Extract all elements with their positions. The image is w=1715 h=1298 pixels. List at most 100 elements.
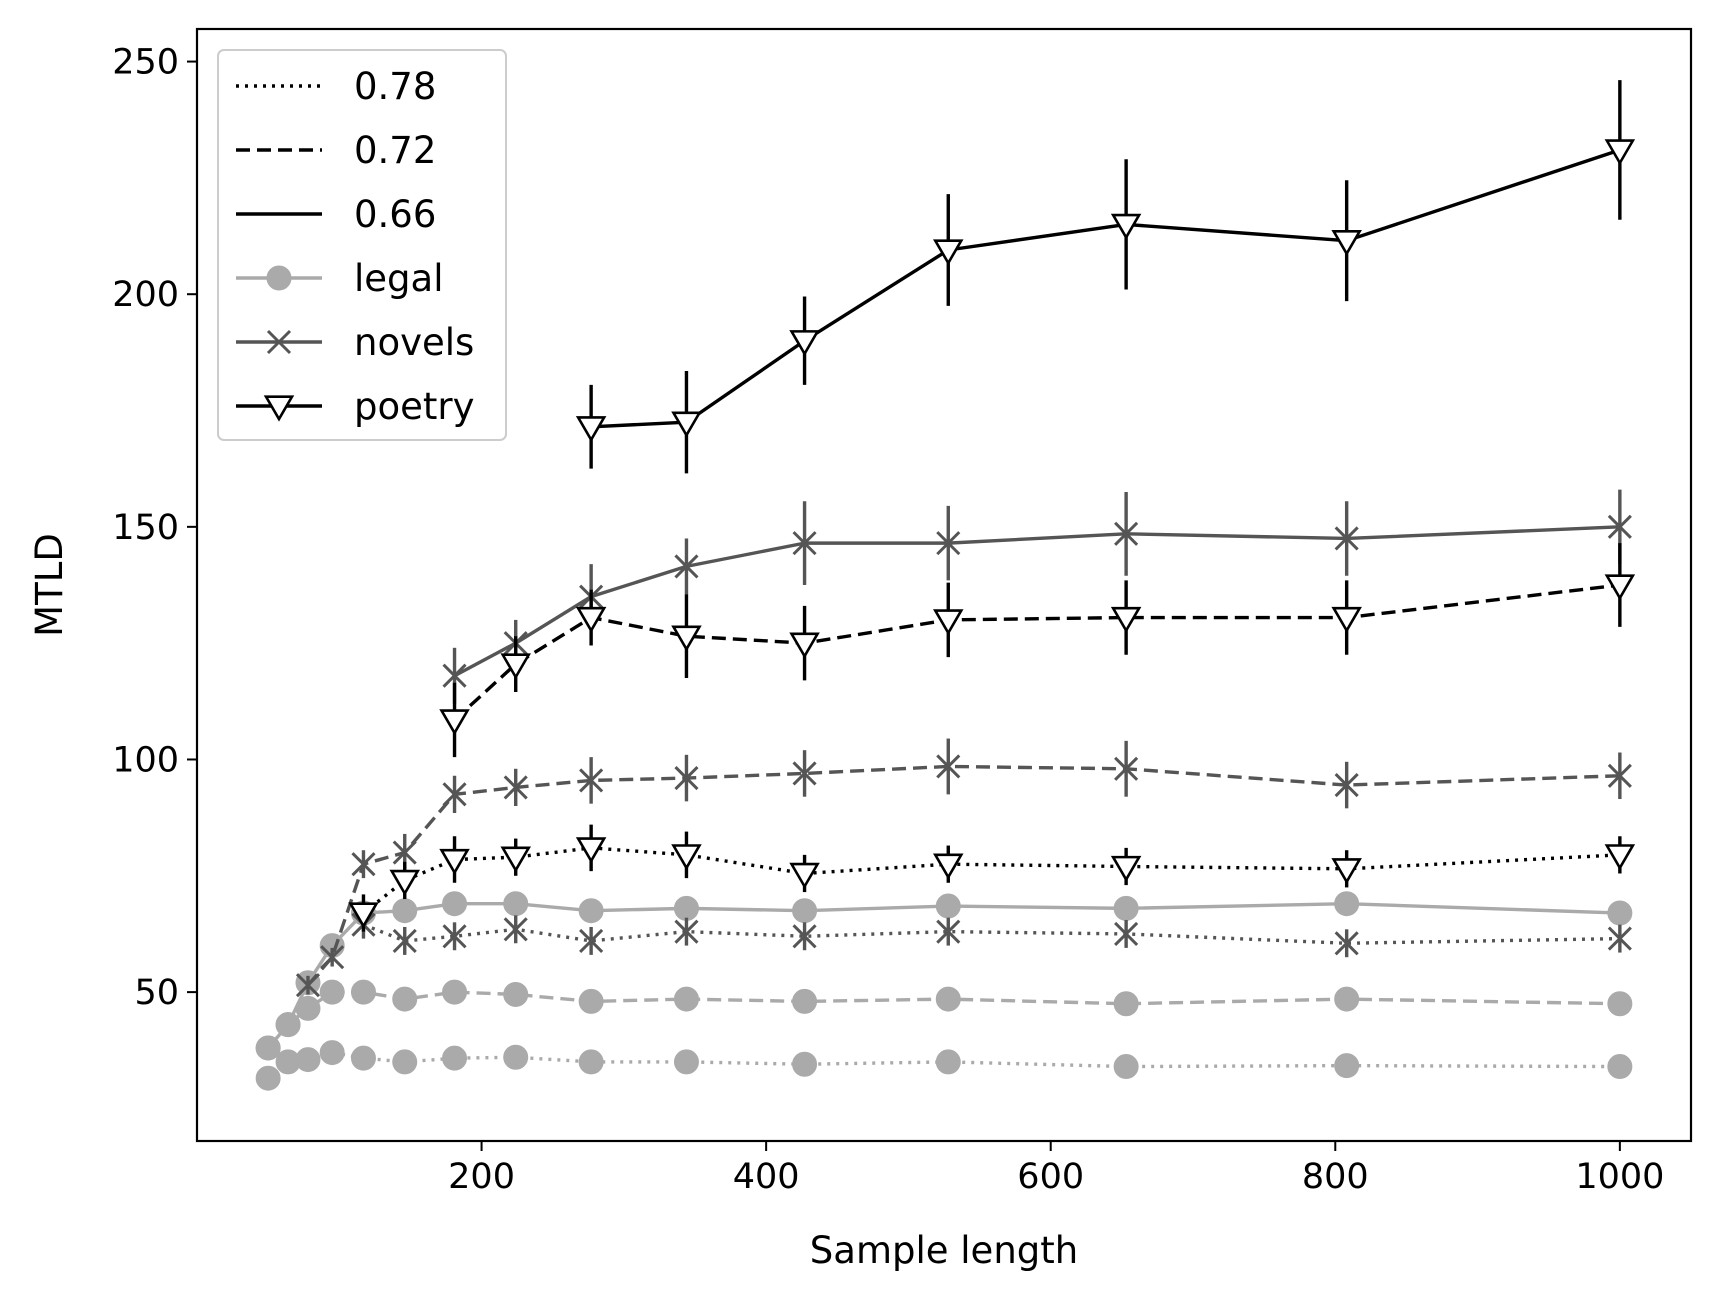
data-point: [575, 837, 607, 864]
data-point: [503, 1044, 529, 1070]
data-point: [674, 766, 699, 791]
data-point: [320, 945, 345, 970]
data-point: [392, 928, 417, 953]
x-axis: 200 400 600 800 1000: [448, 1141, 1664, 1197]
data-point: [674, 554, 699, 579]
data-point: [295, 973, 321, 998]
data-point: [503, 981, 529, 1007]
data-point: [933, 239, 964, 266]
y-axis: 50 100 150 200 250: [112, 43, 197, 1013]
data-point: [789, 632, 820, 659]
data-point: [1334, 986, 1360, 1012]
legend-entry: novels: [236, 321, 474, 364]
data-point: [936, 919, 961, 944]
x-tick-label: 200: [448, 1157, 515, 1197]
data-point: [392, 986, 418, 1012]
x-tick-label: 800: [1302, 1157, 1369, 1197]
data-point: [255, 1065, 281, 1091]
legend: 0.78 0.72 0.66 legal novels poetry: [217, 49, 507, 441]
legend-label: legal: [354, 257, 443, 300]
data-point: [1607, 991, 1633, 1017]
data-point: [933, 853, 964, 880]
x-tick-label: 600: [1017, 1157, 1084, 1197]
data-point: [439, 709, 470, 736]
data-point: [442, 924, 467, 949]
data-point: [1331, 230, 1362, 257]
data-point: [263, 395, 295, 422]
data-point: [935, 986, 961, 1012]
data-point: [578, 1049, 604, 1075]
data-point: [503, 775, 528, 800]
data-point: [266, 265, 292, 291]
data-point: [439, 848, 470, 876]
data-point: [792, 761, 817, 786]
data-point: [935, 1049, 961, 1075]
legend-entry: 0.72: [236, 129, 436, 172]
data-point: [295, 1047, 321, 1073]
series-poetry-0.78: [348, 824, 1636, 932]
data-point: [1334, 891, 1360, 917]
data-point: [442, 979, 468, 1005]
data-point: [442, 1045, 468, 1071]
x-tick-label: 400: [733, 1157, 800, 1197]
data-point: [575, 416, 607, 443]
data-point: [936, 531, 961, 556]
data-point: [579, 768, 604, 793]
data-point: [351, 852, 376, 877]
data-point: [1110, 213, 1142, 241]
y-axis-label: MTLD: [28, 533, 71, 637]
series-legal-0.78: [255, 1040, 1633, 1091]
data-point: [792, 924, 817, 949]
data-point: [442, 663, 467, 688]
data-point: [319, 979, 345, 1005]
series-layer: [255, 80, 1636, 1091]
data-point: [503, 891, 529, 917]
series-poetry-0.66: [575, 80, 1636, 474]
legend-label: poetry: [354, 385, 475, 428]
data-point: [1114, 756, 1139, 781]
legend-label: 0.78: [354, 65, 436, 108]
data-point: [1114, 921, 1139, 947]
data-point: [1607, 763, 1632, 788]
data-point: [1604, 139, 1636, 166]
data-point: [319, 1040, 345, 1066]
data-point: [392, 1049, 418, 1075]
data-point: [266, 329, 292, 355]
data-point: [350, 979, 376, 1005]
plot-frame: [195, 27, 1693, 1143]
legend-label: 0.72: [354, 129, 436, 172]
data-point: [671, 844, 702, 871]
data-point: [1607, 926, 1632, 951]
data-point: [1604, 574, 1636, 601]
data-point: [442, 891, 468, 917]
data-point: [1113, 1054, 1139, 1080]
x-axis-label: Sample length: [810, 1229, 1078, 1272]
data-point: [789, 330, 820, 357]
data-point: [671, 411, 702, 438]
data-point: [1607, 1054, 1633, 1080]
x-tick-label: 1000: [1575, 1157, 1664, 1197]
data-point: [579, 928, 604, 953]
data-point: [674, 919, 699, 944]
y-tick-label: 200: [112, 275, 179, 315]
data-point: [1113, 895, 1139, 921]
data-point: [578, 988, 604, 1014]
data-point: [442, 782, 467, 807]
y-tick-label: 100: [112, 740, 179, 780]
data-point: [350, 1045, 376, 1071]
data-point: [792, 1051, 818, 1077]
data-point: [578, 898, 604, 924]
series-novels-0.72: [295, 738, 1632, 998]
data-point: [935, 893, 961, 919]
data-point: [936, 754, 961, 779]
legend-entry: 0.66: [236, 193, 436, 236]
data-point: [792, 898, 818, 924]
data-point: [1331, 858, 1362, 885]
data-point: [1334, 526, 1359, 551]
legend-entry: poetry: [236, 385, 475, 428]
data-point: [789, 862, 820, 890]
data-point: [389, 869, 420, 897]
data-point: [392, 898, 418, 924]
data-point: [1607, 900, 1633, 926]
